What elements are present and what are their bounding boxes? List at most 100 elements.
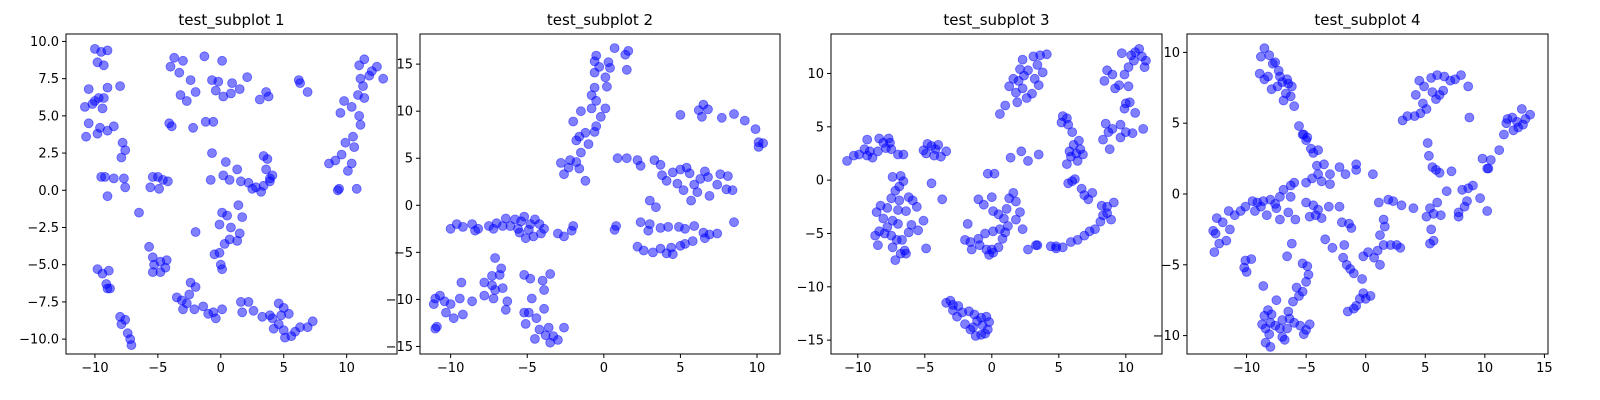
data-point xyxy=(563,162,574,173)
y-tick-label: 5 xyxy=(1172,117,1180,132)
data-point xyxy=(1023,65,1033,76)
y-tick-label: −15 xyxy=(797,334,824,349)
data-point xyxy=(1000,227,1011,238)
data-point xyxy=(672,178,683,189)
data-point xyxy=(102,45,113,56)
data-point xyxy=(430,323,441,334)
data-point xyxy=(497,283,508,294)
data-point xyxy=(175,90,186,100)
data-point xyxy=(586,103,597,114)
data-point xyxy=(723,171,733,182)
data-point xyxy=(643,225,654,236)
data-point xyxy=(1023,244,1033,255)
data-point xyxy=(237,212,248,223)
data-point xyxy=(887,171,898,182)
data-point xyxy=(166,121,177,132)
data-point xyxy=(92,128,103,139)
data-point xyxy=(500,213,511,224)
data-point xyxy=(184,289,195,300)
data-point xyxy=(98,93,109,103)
data-point xyxy=(906,219,917,230)
data-point xyxy=(119,173,129,184)
data-point xyxy=(445,223,456,234)
data-point xyxy=(1426,224,1437,235)
data-point xyxy=(600,103,611,114)
data-point xyxy=(243,296,254,307)
data-point xyxy=(862,134,873,145)
data-point xyxy=(83,84,94,94)
data-point xyxy=(568,221,579,231)
data-point xyxy=(261,164,272,175)
data-point xyxy=(605,63,615,73)
y-tick-label: −10 xyxy=(386,293,413,308)
data-point xyxy=(1388,196,1398,207)
data-point xyxy=(1033,80,1044,91)
x-tick-label: −5 xyxy=(148,361,167,376)
data-point xyxy=(217,55,228,66)
data-point xyxy=(1285,91,1296,102)
x-tick-label: −10 xyxy=(81,361,108,376)
data-point xyxy=(1432,197,1443,208)
data-point xyxy=(342,165,353,176)
data-point xyxy=(1282,323,1292,334)
data-point xyxy=(595,111,606,122)
y-tick-label: −10 xyxy=(797,280,824,295)
data-point xyxy=(692,187,703,198)
data-point xyxy=(995,109,1005,119)
data-point xyxy=(116,319,127,330)
data-point xyxy=(1419,81,1429,92)
data-point xyxy=(302,87,313,97)
data-point xyxy=(1323,201,1334,212)
data-point xyxy=(1005,152,1016,163)
data-point xyxy=(448,313,459,324)
data-point xyxy=(1074,135,1084,146)
data-point xyxy=(1064,146,1075,157)
x-tick-label: 10 xyxy=(749,361,766,376)
x-tick-label: 5 xyxy=(676,361,684,376)
data-point xyxy=(1265,341,1276,352)
data-point xyxy=(1301,177,1311,188)
data-point xyxy=(651,202,661,213)
data-point xyxy=(661,175,672,186)
data-point xyxy=(479,277,490,288)
subplot-title: test_subplot 1 xyxy=(178,11,284,30)
data-point xyxy=(609,43,620,53)
data-point xyxy=(1062,159,1072,170)
data-point xyxy=(165,61,176,72)
y-tick-label: 5.0 xyxy=(38,109,59,124)
data-point xyxy=(986,244,997,255)
y-tick-label: 10.0 xyxy=(30,35,59,50)
data-point xyxy=(894,195,905,206)
x-tick-label: 5 xyxy=(1421,361,1429,376)
y-tick-label: 5 xyxy=(405,152,413,167)
data-point xyxy=(988,226,998,237)
data-point xyxy=(986,192,997,203)
data-point xyxy=(1209,247,1220,258)
data-point xyxy=(496,263,507,274)
data-point xyxy=(1102,65,1112,76)
data-point xyxy=(1518,119,1528,130)
data-point xyxy=(1385,240,1396,250)
data-point xyxy=(102,191,113,202)
data-point xyxy=(307,316,318,327)
data-point xyxy=(519,307,530,318)
data-point xyxy=(556,157,566,168)
y-tick-label: −5 xyxy=(1161,258,1180,273)
data-point xyxy=(1008,73,1019,84)
data-point xyxy=(1421,211,1432,222)
data-point xyxy=(1124,97,1135,108)
data-point xyxy=(921,243,931,254)
data-point xyxy=(1256,51,1266,62)
data-point xyxy=(970,330,981,341)
data-point xyxy=(602,81,612,92)
data-point xyxy=(1285,191,1296,202)
y-tick-label: 15 xyxy=(396,58,413,73)
data-point xyxy=(712,179,723,190)
data-point xyxy=(583,139,594,150)
data-point xyxy=(739,115,750,126)
data-point xyxy=(1325,169,1335,180)
data-point xyxy=(500,304,511,315)
data-point xyxy=(470,225,481,236)
data-point xyxy=(81,131,91,142)
data-point xyxy=(176,295,187,306)
